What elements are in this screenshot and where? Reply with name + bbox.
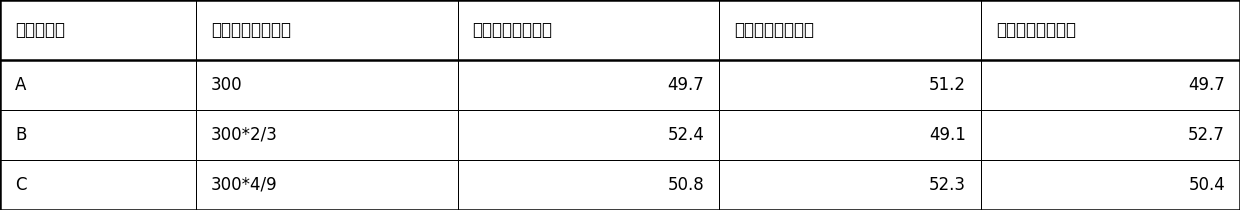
Bar (458, 110, 719, 160)
Bar (719, 60, 981, 110)
Bar (719, 110, 981, 160)
Text: 51.2: 51.2 (929, 76, 966, 94)
Bar (458, 160, 719, 210)
Bar (981, 160, 1240, 210)
Bar (196, 0, 458, 60)
Text: 加样孔编号: 加样孔编号 (15, 21, 64, 39)
Bar (196, 60, 458, 110)
Bar (0, 60, 196, 110)
Bar (719, 160, 981, 210)
Bar (196, 110, 458, 160)
Text: 第三列（副孔列）: 第三列（副孔列） (734, 21, 815, 39)
Bar (458, 0, 719, 60)
Bar (0, 0, 196, 60)
Bar (458, 110, 719, 160)
Bar (981, 160, 1240, 210)
Bar (0, 160, 196, 210)
Text: A: A (15, 76, 26, 94)
Text: 第一列（主孔列）: 第一列（主孔列） (211, 21, 291, 39)
Bar (981, 60, 1240, 110)
Text: 第四列（副孔列）: 第四列（副孔列） (996, 21, 1076, 39)
Text: 300*2/3: 300*2/3 (211, 126, 278, 144)
Bar (0, 110, 196, 160)
Bar (196, 110, 458, 160)
Text: 300: 300 (211, 76, 243, 94)
Bar (196, 0, 458, 60)
Text: 52.4: 52.4 (667, 126, 704, 144)
Bar (981, 0, 1240, 60)
Bar (981, 110, 1240, 160)
Bar (981, 110, 1240, 160)
Text: 50.8: 50.8 (667, 176, 704, 194)
Bar (458, 160, 719, 210)
Bar (719, 0, 981, 60)
Text: 49.1: 49.1 (929, 126, 966, 144)
Bar (0, 160, 196, 210)
Text: 52.7: 52.7 (1188, 126, 1225, 144)
Text: C: C (15, 176, 26, 194)
Text: 49.7: 49.7 (667, 76, 704, 94)
Bar (0, 0, 196, 60)
Bar (719, 110, 981, 160)
Bar (719, 60, 981, 110)
Text: 50.4: 50.4 (1188, 176, 1225, 194)
Bar (0, 60, 196, 110)
Bar (981, 60, 1240, 110)
Bar (0, 110, 196, 160)
Bar (458, 0, 719, 60)
Bar (196, 60, 458, 110)
Bar (981, 0, 1240, 60)
Bar (719, 160, 981, 210)
Text: 300*4/9: 300*4/9 (211, 176, 278, 194)
Bar (196, 160, 458, 210)
Text: 49.7: 49.7 (1188, 76, 1225, 94)
Text: 52.3: 52.3 (929, 176, 966, 194)
Bar (458, 60, 719, 110)
Text: B: B (15, 126, 26, 144)
Bar (196, 160, 458, 210)
Bar (458, 60, 719, 110)
Text: 第二列（副孔列）: 第二列（副孔列） (472, 21, 553, 39)
Bar (719, 0, 981, 60)
